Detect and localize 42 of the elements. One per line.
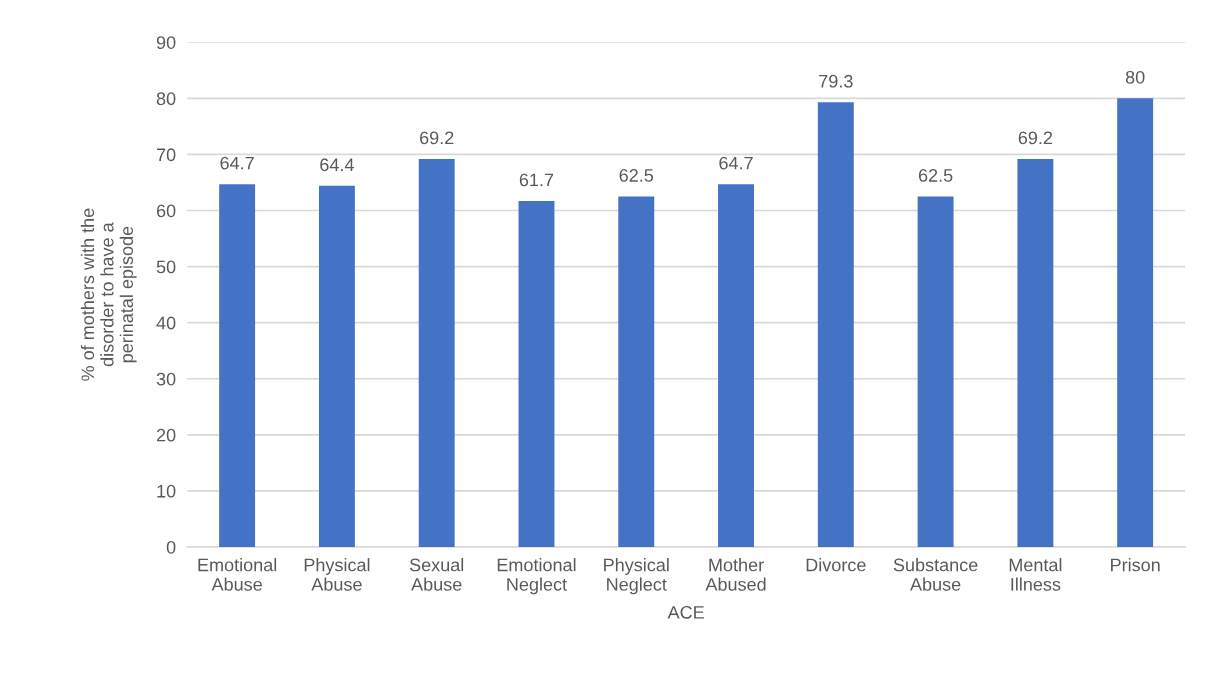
y-axis-title: % of mothers with the disorder to have a perinatal episode	[80, 208, 137, 381]
bar	[1017, 158, 1054, 547]
y-tick-label: 80	[156, 92, 176, 106]
bar	[518, 200, 555, 547]
y-tick-label: 20	[156, 428, 176, 442]
bar	[618, 196, 655, 547]
x-tick-label: Divorce	[806, 558, 866, 572]
data-label: 64.7	[220, 156, 254, 170]
bar	[817, 102, 854, 547]
y-tick-label: 70	[156, 148, 176, 162]
data-label: 64.4	[320, 158, 354, 172]
bar	[219, 184, 256, 547]
y-tick-label: 90	[156, 36, 176, 49]
x-tick-label: Prison	[1111, 558, 1160, 572]
x-tick-label: Mental Illness	[1009, 558, 1062, 591]
y-tick-label: 40	[156, 316, 176, 330]
x-tick-label: Sexual Abuse	[409, 558, 464, 591]
data-label: 79.3	[819, 74, 853, 88]
x-tick-label: Emotional Neglect	[497, 558, 576, 595]
bar	[917, 196, 954, 547]
data-label: 62.5	[619, 169, 654, 182]
y-tick-label: 10	[157, 484, 176, 498]
data-label: 69.2	[420, 131, 454, 145]
y-tick-label: 50	[156, 260, 176, 274]
bar	[1117, 98, 1154, 547]
bar	[418, 158, 455, 547]
data-label: 69.2	[1018, 131, 1053, 145]
x-tick-label: Physical Neglect	[604, 558, 669, 595]
x-axis-title: ACE	[667, 605, 704, 619]
data-label: 80	[1125, 70, 1145, 84]
y-tick-label: 0	[166, 540, 176, 554]
y-tick-label: 60	[156, 204, 176, 218]
data-label: 64.7	[719, 156, 753, 170]
y-tick-label: 30	[156, 372, 176, 386]
data-label: 61.7	[519, 173, 554, 187]
x-tick-label: Physical Abuse	[304, 558, 370, 591]
bar	[318, 185, 355, 547]
x-tick-label: Emotional Abuse	[198, 558, 277, 591]
bar	[718, 184, 754, 547]
data-label: 62.5	[918, 169, 953, 182]
x-tick-label: Mother Abused	[705, 558, 766, 591]
x-tick-label: Substance Abuse	[893, 558, 978, 591]
